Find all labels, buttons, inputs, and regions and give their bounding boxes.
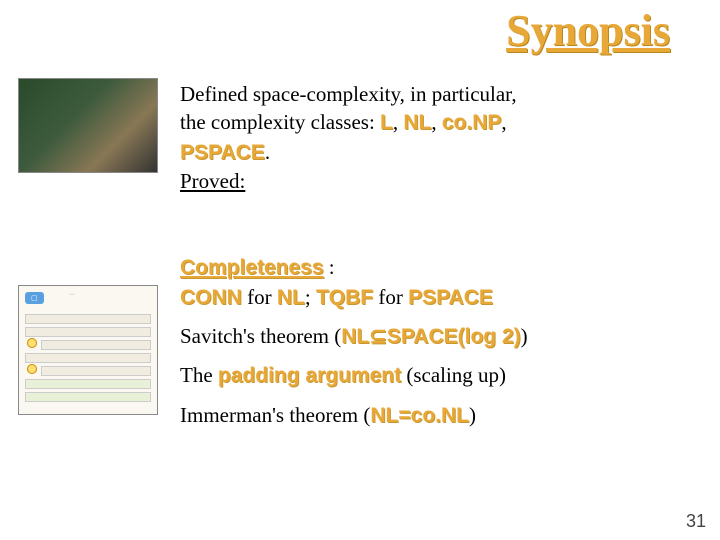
class-l: L: [380, 111, 393, 134]
semi: ;: [305, 285, 316, 309]
class-pspace: PSPACE: [180, 141, 265, 164]
for-text: for: [373, 285, 408, 309]
intro-line-3: PSPACE.: [180, 138, 690, 167]
padding-line: The padding argument (scaling up): [180, 361, 690, 390]
savitch-pre: Savitch's theorem (: [180, 324, 341, 348]
class-nl: NL: [403, 111, 431, 134]
page-number: 31: [686, 511, 706, 532]
savitch-post: ): [521, 324, 528, 348]
smiley-icon: [27, 364, 37, 374]
thumbnail-2: ▢ ···: [18, 285, 158, 415]
sep: ,: [431, 110, 442, 134]
completeness-label: Completeness: [180, 256, 324, 279]
immerman-pre: Immerman's theorem (: [180, 403, 370, 427]
intro-pre2: the complexity classes:: [180, 110, 380, 134]
nl-label: NL: [277, 286, 305, 309]
dot: .: [265, 140, 270, 164]
savitch-line: Savitch's theorem (NL⊆SPACE(log 2)): [180, 322, 690, 351]
padding-post: (scaling up): [401, 363, 506, 387]
slide-title: Synopsis: [506, 5, 670, 56]
pspace-label: PSPACE: [408, 286, 493, 309]
for-text: for: [242, 285, 277, 309]
thumbnail-2-row: [25, 379, 151, 389]
immerman-body: NL=co.NL: [370, 404, 469, 427]
thumbnail-2-image: ▢ ···: [19, 286, 157, 414]
completeness-line-2: CONN for NL; TQBF for PSPACE: [180, 283, 690, 312]
thumbnail-2-row: [41, 340, 151, 350]
sep: ,: [501, 110, 506, 134]
completeness-line-1: Completeness :: [180, 253, 690, 282]
tqbf-label: TQBF: [316, 286, 373, 309]
intro-line-1: Defined space-complexity, in particular,: [180, 80, 690, 108]
savitch-body: NL⊆SPACE(log 2): [341, 325, 520, 348]
thumbnail-2-row: [25, 314, 151, 324]
conn-label: CONN: [180, 286, 242, 309]
intro-line-2: the complexity classes: L, NL, co.NP,: [180, 108, 690, 137]
immerman-post: ): [469, 403, 476, 427]
class-conp: co.NP: [442, 111, 502, 134]
thumbnail-2-row: [41, 366, 151, 376]
immerman-line: Immerman's theorem (NL=co.NL): [180, 401, 690, 430]
padding-body: padding argument: [218, 364, 401, 387]
thumbnail-1-image: [19, 79, 157, 172]
colon: :: [324, 255, 335, 279]
smiley-icon: [27, 338, 37, 348]
proved-label: Proved:: [180, 167, 690, 195]
thumbnail-2-row: [25, 392, 151, 402]
thumbnail-2-row: [25, 327, 151, 337]
thumbnail-2-row: [25, 353, 151, 363]
padding-pre: The: [180, 363, 218, 387]
thumbnail-2-caption: ···: [69, 292, 75, 298]
slide-body: Defined space-complexity, in particular,…: [180, 80, 690, 430]
thumbnail-1: [18, 78, 158, 173]
results-block: Completeness : CONN for NL; TQBF for PSP…: [180, 253, 690, 430]
thumbnail-2-header: ▢: [25, 292, 44, 304]
sep: ,: [393, 110, 404, 134]
